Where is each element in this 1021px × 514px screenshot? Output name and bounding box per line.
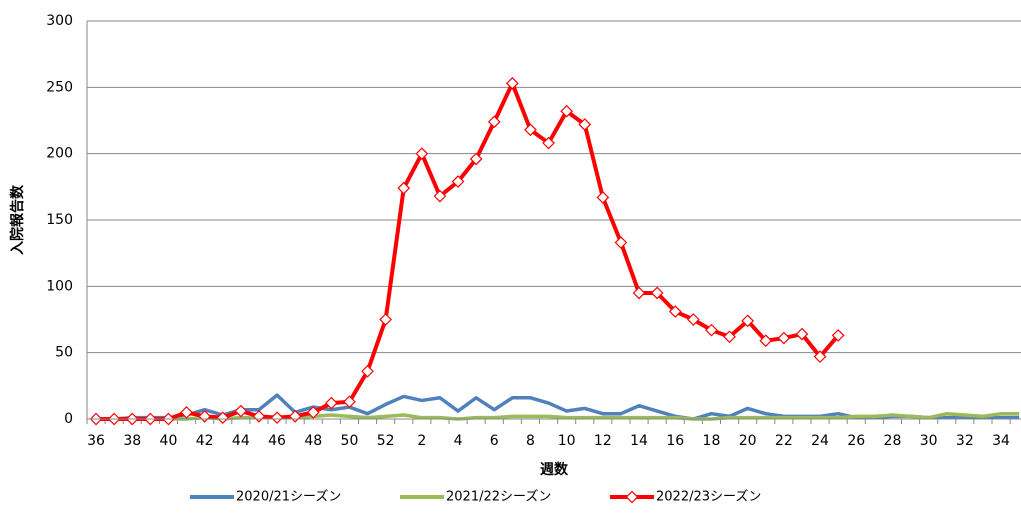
x-tick-label: 50 (341, 433, 359, 449)
point-marker (469, 152, 483, 166)
x-tick-label: 30 (920, 433, 938, 449)
point-marker (270, 411, 284, 425)
point-marker (415, 147, 429, 161)
point-marker (451, 175, 465, 188)
point-marker (379, 313, 392, 326)
point-marker (578, 118, 592, 131)
point-marker (180, 406, 193, 419)
x-tick-label: 52 (377, 433, 395, 449)
x-tick-label: 14 (630, 433, 648, 449)
x-tick-label: 12 (594, 433, 612, 449)
legend-marker (625, 490, 639, 504)
x-tick-label: 20 (739, 433, 757, 449)
point-marker (831, 329, 845, 342)
x-tick-label: 40 (160, 433, 178, 449)
x-tick-label: 2 (417, 433, 426, 449)
point-marker (668, 305, 682, 318)
point-marker (524, 123, 537, 137)
x-tick-label: 16 (666, 433, 684, 449)
y-tick-label: 50 (55, 345, 73, 361)
series-line (96, 81, 840, 421)
point-marker (596, 191, 610, 204)
x-tick-label: 8 (526, 433, 535, 449)
point-marker (216, 411, 230, 425)
x-tick-label: 48 (304, 433, 322, 449)
point-marker (741, 314, 754, 328)
x-tick-label: 26 (847, 433, 865, 449)
point-marker (234, 404, 248, 418)
x-tick-label: 28 (884, 433, 902, 449)
point-marker (759, 334, 773, 348)
x-tick-label: 42 (196, 433, 214, 449)
x-tick-label: 6 (490, 433, 499, 449)
point-marker (198, 409, 211, 423)
legend-label: 2020/21シーズン (236, 489, 341, 505)
x-tick-label: 10 (558, 433, 576, 449)
x-tick-label: 24 (811, 433, 829, 449)
y-tick-label: 150 (46, 212, 73, 228)
point-marker (325, 396, 338, 410)
point-marker (705, 323, 718, 337)
y-tick-label: 200 (46, 146, 73, 162)
series-line (96, 411, 1020, 421)
point-marker (650, 286, 664, 300)
point-marker (252, 409, 266, 423)
point-marker (306, 406, 320, 419)
y-tick-label: 100 (46, 278, 73, 294)
x-tick-label: 36 (87, 433, 105, 449)
x-tick-label: 44 (232, 433, 250, 449)
point-marker (795, 327, 809, 341)
y-axis-title: 入院報告数 (9, 184, 26, 255)
point-marker (813, 350, 827, 363)
point-marker (288, 409, 302, 423)
point-marker (361, 364, 374, 378)
x-tick-label: 22 (775, 433, 793, 449)
point-marker (614, 236, 628, 249)
x-tick-label: 38 (123, 433, 141, 449)
point-marker (343, 395, 356, 409)
x-tick-label: 32 (956, 433, 974, 449)
point-marker (723, 330, 736, 344)
point-marker (560, 104, 573, 118)
y-tick-label: 250 (46, 79, 73, 95)
point-marker (506, 77, 519, 90)
legend-label: 2022/23シーズン (656, 489, 761, 505)
y-tick-label: 300 (46, 13, 73, 29)
point-marker (542, 136, 555, 150)
x-tick-label: 34 (992, 433, 1010, 449)
x-axis-title: 週数 (540, 461, 569, 478)
x-tick-label: 4 (454, 433, 463, 449)
legend-label: 2021/22シーズン (446, 489, 551, 505)
x-tick-label: 18 (703, 433, 721, 449)
point-marker (397, 181, 411, 195)
point-marker (777, 331, 791, 345)
point-marker (687, 313, 700, 326)
point-marker (632, 286, 646, 300)
point-marker (487, 115, 501, 129)
y-tick-label: 0 (64, 411, 73, 427)
point-marker (433, 189, 447, 203)
x-tick-label: 46 (268, 433, 286, 449)
